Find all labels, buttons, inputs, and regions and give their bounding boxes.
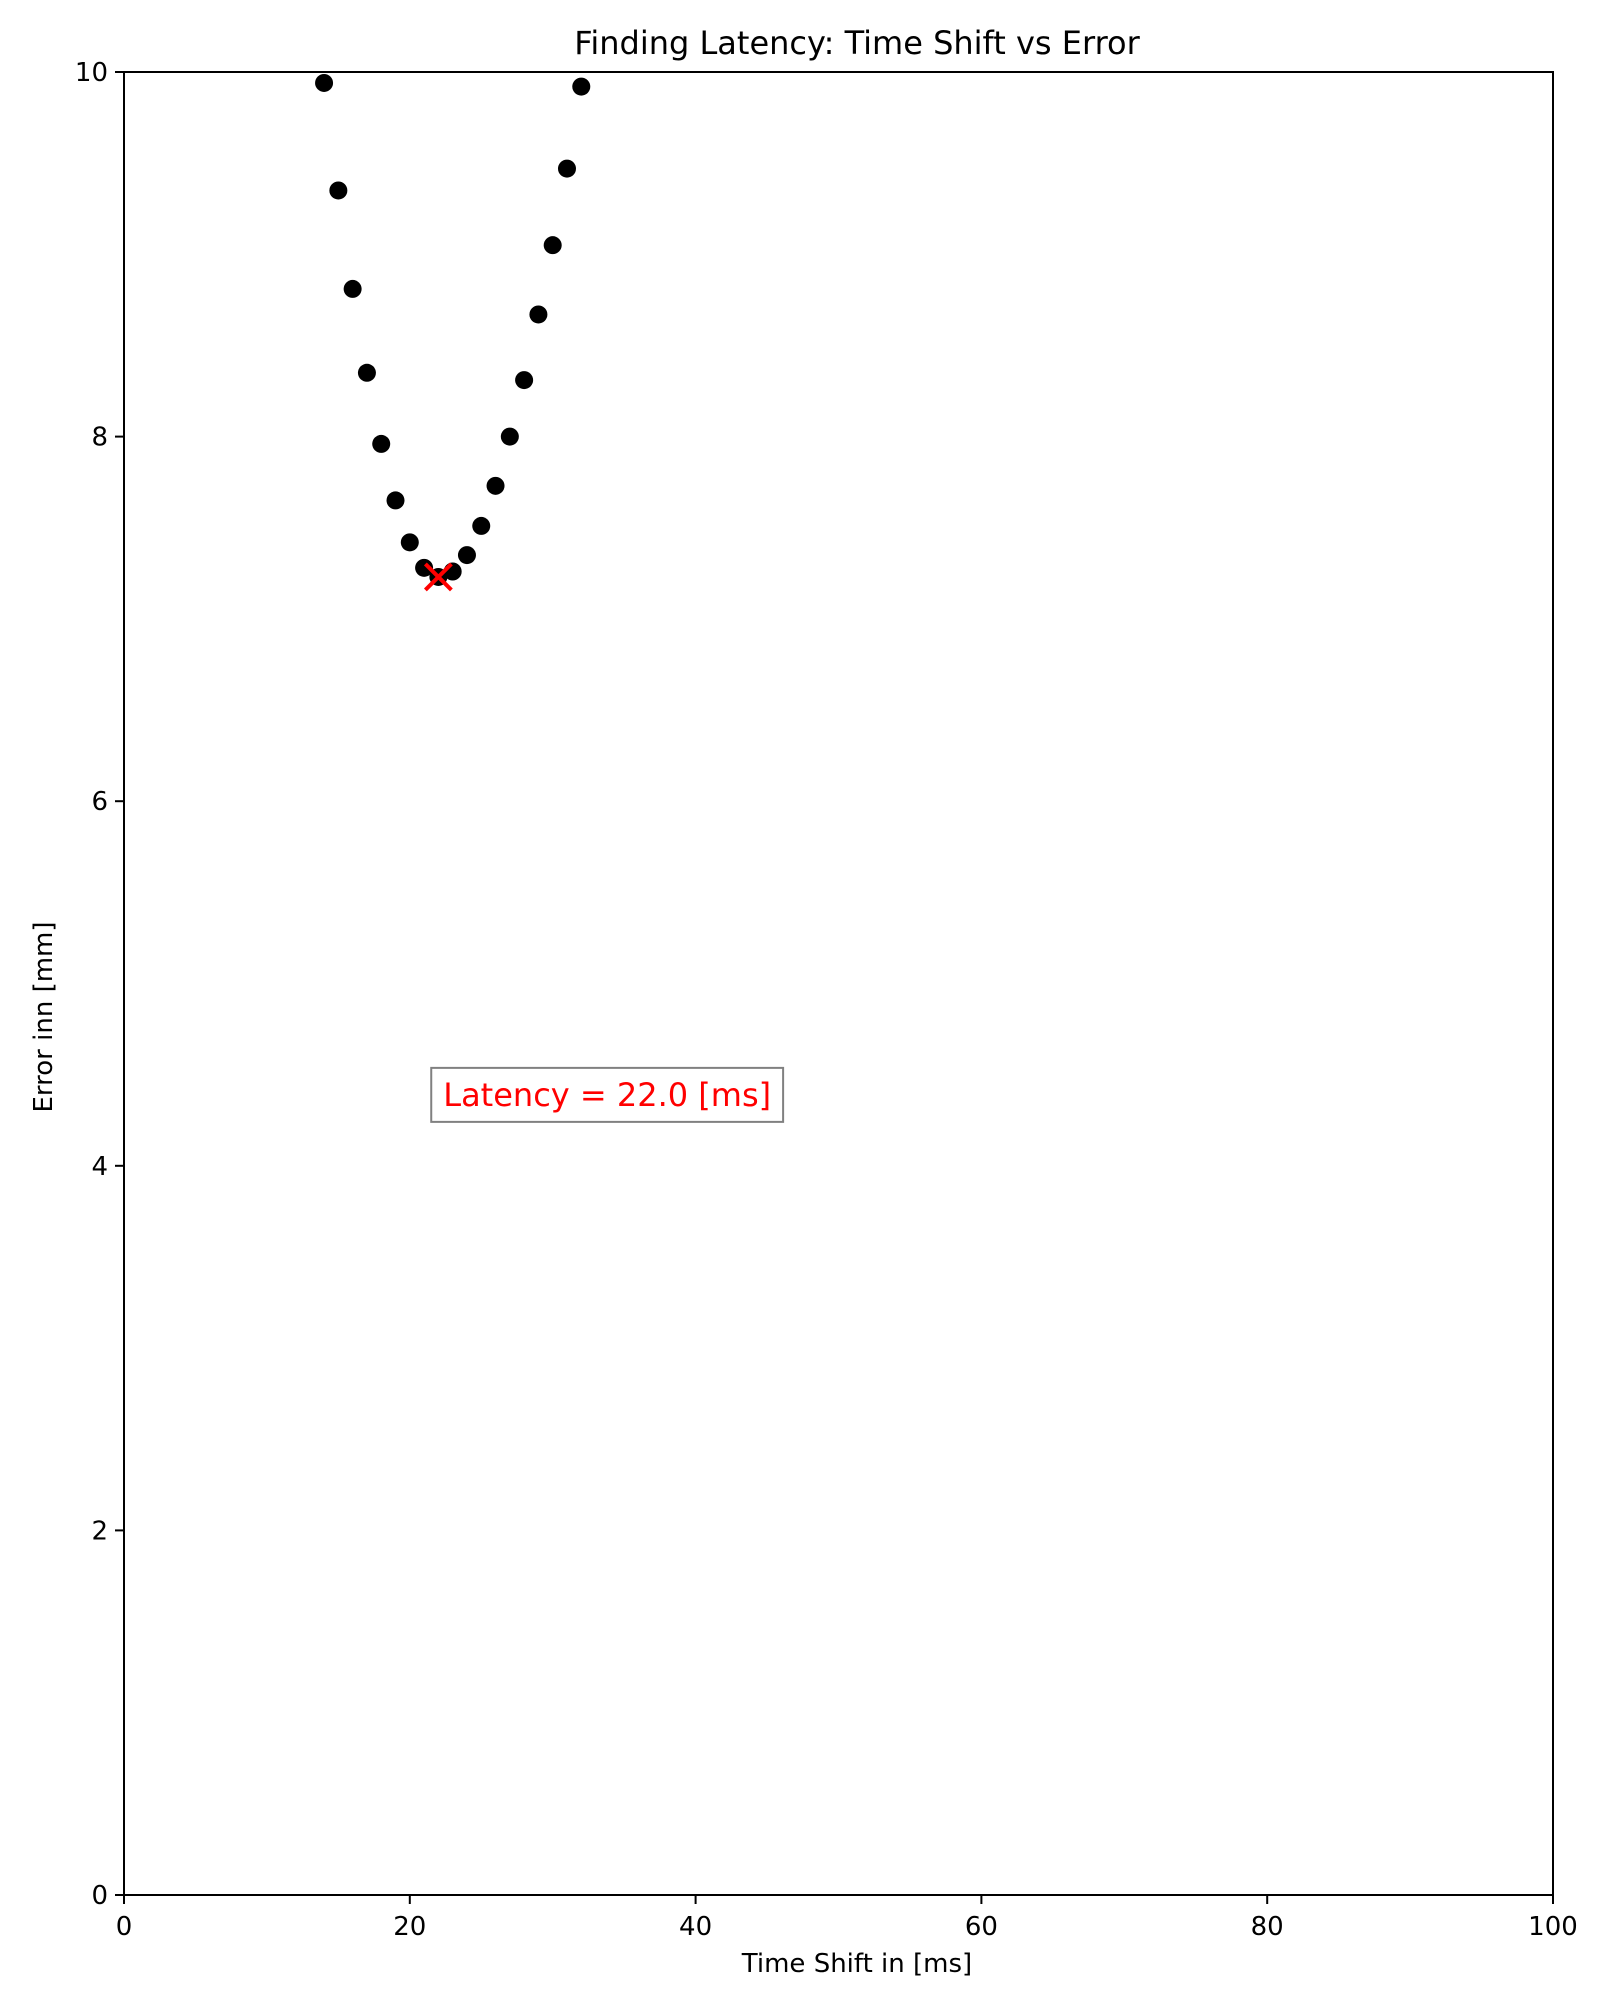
data-point bbox=[486, 476, 505, 495]
data-point bbox=[500, 427, 519, 446]
data-point bbox=[386, 491, 405, 510]
data-point bbox=[457, 546, 476, 565]
annotation-box bbox=[430, 1066, 785, 1123]
data-point bbox=[315, 73, 334, 92]
x-tick-label: 40 bbox=[679, 1912, 712, 1942]
y-tick-label: 2 bbox=[91, 1516, 108, 1546]
y-axis-ticks: 0 2 4 6 8 10 bbox=[75, 58, 124, 1911]
latency-annotation: Latency = 22.0 [ms] bbox=[430, 1066, 785, 1123]
y-tick-label: 0 bbox=[91, 1881, 108, 1911]
x-tick-label: 0 bbox=[116, 1912, 133, 1942]
minimum-marker-stroke bbox=[423, 562, 453, 592]
data-point bbox=[543, 236, 562, 255]
y-tick-label: 6 bbox=[91, 787, 108, 817]
annotation-text: Latency = 22.0 [ms] bbox=[443, 1076, 771, 1114]
data-point bbox=[357, 363, 376, 382]
x-tick-label: 80 bbox=[1251, 1912, 1284, 1942]
y-tick-label: 10 bbox=[75, 58, 108, 88]
x-tick-label: 60 bbox=[965, 1912, 998, 1942]
x-axis-ticks: 0 20 40 60 80 100 bbox=[116, 1895, 1578, 1942]
y-axis-label: Error inn [mm] bbox=[29, 921, 59, 1112]
data-point bbox=[515, 371, 534, 390]
data-point bbox=[400, 533, 419, 552]
data-point bbox=[572, 77, 591, 96]
data-point bbox=[372, 434, 391, 453]
data-point bbox=[415, 558, 434, 577]
data-point bbox=[329, 181, 348, 200]
minimum-marker bbox=[423, 562, 453, 592]
data-point bbox=[472, 516, 491, 535]
plot-area: Latency = 22.0 [ms] bbox=[123, 71, 1554, 1896]
data-point bbox=[343, 279, 362, 298]
data-point bbox=[557, 159, 576, 178]
plot-frame bbox=[123, 71, 1554, 1896]
x-axis-label: Time Shift in [ms] bbox=[741, 1949, 972, 1979]
y-tick-label: 8 bbox=[91, 423, 108, 453]
x-tick-label: 100 bbox=[1528, 1912, 1578, 1942]
data-point bbox=[529, 305, 548, 324]
y-tick-label: 4 bbox=[91, 1152, 108, 1182]
x-tick-label: 20 bbox=[393, 1912, 426, 1942]
chart-title: Finding Latency: Time Shift vs Error bbox=[574, 24, 1140, 62]
